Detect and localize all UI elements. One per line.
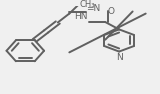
Text: =N: =N — [86, 4, 101, 13]
Text: CH₃: CH₃ — [80, 0, 95, 9]
Text: HN: HN — [75, 13, 88, 22]
Text: N: N — [116, 53, 123, 62]
Text: O: O — [107, 7, 114, 16]
